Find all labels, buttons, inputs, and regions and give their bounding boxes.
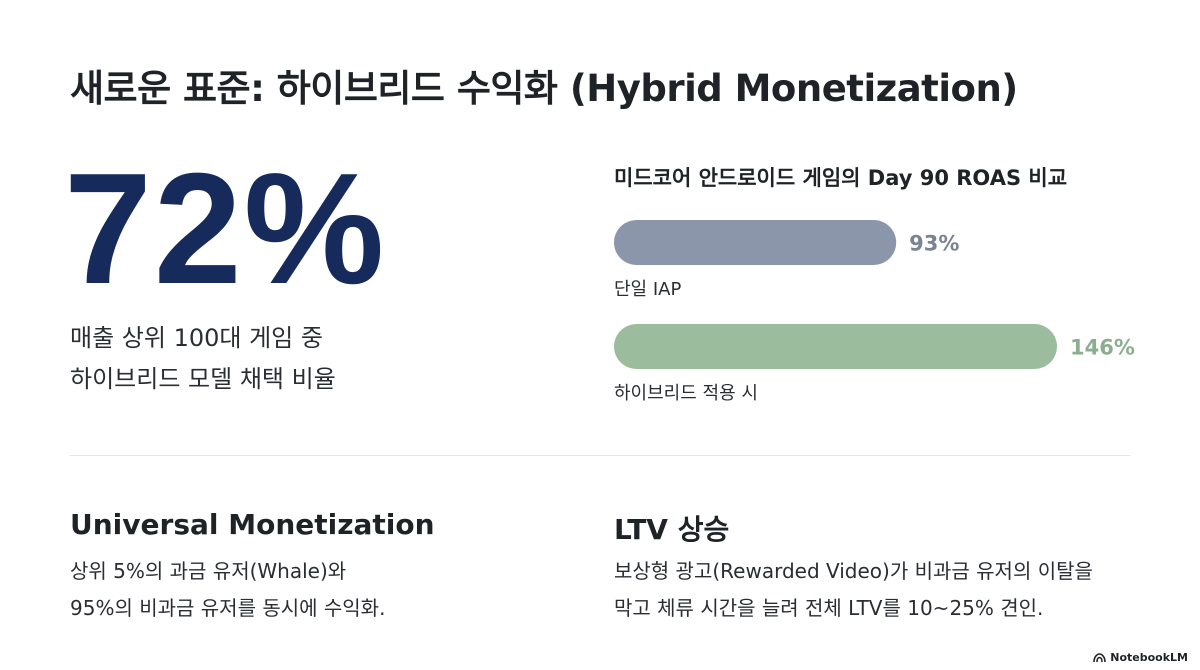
bar-value-label: 146% [1070, 336, 1135, 360]
bar-value-label: 93% [909, 232, 959, 256]
card-body-ltv: 보상형 광고(Rewarded Video)가 비과금 유저의 이탈을 막고 체… [614, 553, 1093, 627]
bar-0 [614, 220, 897, 265]
card-title-ltv: LTV 상승 [614, 513, 730, 546]
bar-category-label: 하이브리드 적용 시 [614, 383, 758, 404]
page-title: 새로운 표준: 하이브리드 수익화 (Hybrid Monetization) [70, 67, 1018, 110]
brand-label: NotebookLM [1110, 651, 1188, 664]
section-divider [70, 455, 1130, 456]
notebooklm-logo-icon [1093, 652, 1107, 662]
bar-category-label: 단일 IAP [614, 279, 681, 300]
bar-1 [614, 324, 1057, 369]
card-body-universal-monetization: 상위 5%의 과금 유저(Whale)와 95%의 비과금 유저를 동시에 수익… [70, 553, 385, 627]
card-line: 상위 5%의 과금 유저(Whale)와 [70, 559, 347, 583]
stat-desc-line-1: 매출 상위 100대 게임 중 [70, 324, 323, 352]
adoption-rate-description: 매출 상위 100대 게임 중 하이브리드 모델 채택 비율 [70, 318, 336, 400]
card-line: 보상형 광고(Rewarded Video)가 비과금 유저의 이탈을 [614, 559, 1093, 583]
card-line: 95%의 비과금 유저를 동시에 수익화. [70, 596, 386, 620]
card-line: 막고 체류 시간을 늘려 전체 LTV를 10~25% 견인. [614, 596, 1044, 620]
brand-watermark: NotebookLM [1093, 651, 1188, 664]
adoption-rate-stat: 72% [64, 141, 387, 317]
chart-title: 미드코어 안드로이드 게임의 Day 90 ROAS 비교 [614, 166, 1068, 190]
card-title-universal-monetization: Universal Monetization [70, 508, 435, 541]
stat-desc-line-2: 하이브리드 모델 채택 비율 [70, 365, 336, 393]
